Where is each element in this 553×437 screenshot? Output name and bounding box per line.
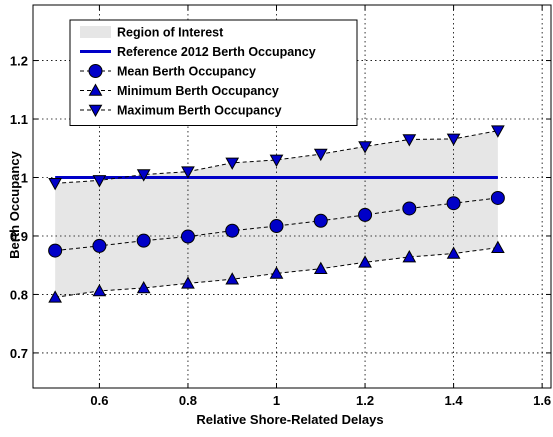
- data-point-circle: [225, 223, 240, 238]
- legend-swatch-region: [80, 26, 111, 38]
- data-point-circle: [313, 213, 328, 228]
- data-point-circle: [402, 201, 417, 216]
- x-tick-label: 1.2: [356, 393, 374, 408]
- data-point-triangle-up: [402, 249, 417, 263]
- legend-marker-triangle-up: [88, 83, 103, 96]
- data-point-circle: [180, 229, 195, 244]
- x-tick-label: 1.4: [445, 393, 464, 408]
- data-point-triangle-up: [92, 283, 107, 297]
- data-point-triangle-down: [358, 141, 372, 154]
- plot-frame: [32, 4, 552, 389]
- data-point-circle: [136, 233, 151, 248]
- data-point-circle: [48, 243, 63, 258]
- data-point-triangle-up: [491, 240, 505, 253]
- data-point-triangle-down: [402, 134, 417, 147]
- data-point-triangle-down: [313, 148, 328, 162]
- x-tick-label: 1: [273, 393, 280, 408]
- data-point-triangle-down: [269, 154, 284, 167]
- data-point-circle: [92, 238, 107, 253]
- legend-label: Region of Interest: [117, 26, 224, 40]
- data-point-triangle-down: [181, 166, 195, 179]
- legend-label: Reference 2012 Berth Occupancy: [117, 45, 316, 59]
- data-point-triangle-down: [225, 157, 240, 170]
- legend-label: Minimum Berth Occupancy: [117, 84, 279, 98]
- x-tick-label: 0.8: [179, 393, 197, 408]
- data-point-triangle-up: [48, 290, 62, 303]
- series-line-triangle-up: [55, 247, 498, 298]
- y-tick-label: 0.9: [10, 229, 28, 244]
- data-point-triangle-up: [313, 261, 328, 275]
- data-point-triangle-down: [491, 125, 505, 138]
- y-tick-label: 1.1: [10, 112, 28, 127]
- data-point-triangle-up: [446, 246, 461, 259]
- data-point-triangle-up: [269, 266, 284, 279]
- data-point-triangle-down: [92, 175, 107, 188]
- data-point-circle: [358, 207, 373, 222]
- data-point-triangle-up: [136, 280, 151, 294]
- x-axis-label: Relative Shore-Related Delays: [196, 412, 383, 427]
- data-point-circle: [490, 190, 505, 205]
- y-tick-label: 0.7: [10, 346, 28, 361]
- legend-box: [69, 19, 358, 126]
- data-point-triangle-up: [358, 255, 372, 268]
- data-point-triangle-down: [446, 133, 461, 146]
- series-line-circle: [55, 197, 498, 252]
- legend-marker-circle: [88, 64, 103, 78]
- data-point-circle: [446, 196, 461, 211]
- data-point-triangle-down: [136, 169, 151, 182]
- y-tick-label: 1: [21, 170, 28, 185]
- series-line-triangle-down: [55, 130, 498, 184]
- data-point-triangle-up: [181, 276, 195, 289]
- legend-label: Maximum Berth Occupancy: [117, 104, 282, 118]
- data-point-triangle-up: [225, 272, 240, 285]
- x-tick-label: 0.6: [90, 393, 108, 408]
- y-tick-label: 1.2: [10, 54, 28, 69]
- legend-label: Mean Berth Occupancy: [117, 65, 256, 79]
- data-point-circle: [269, 219, 284, 234]
- data-point-triangle-down: [48, 178, 62, 191]
- legend-marker-triangle-down: [88, 104, 103, 118]
- y-tick-label: 0.8: [10, 287, 28, 302]
- y-axis-label: Berth Occupancy: [7, 150, 22, 258]
- x-tick-label: 1.6: [533, 393, 551, 408]
- region-of-interest-area: [55, 130, 498, 298]
